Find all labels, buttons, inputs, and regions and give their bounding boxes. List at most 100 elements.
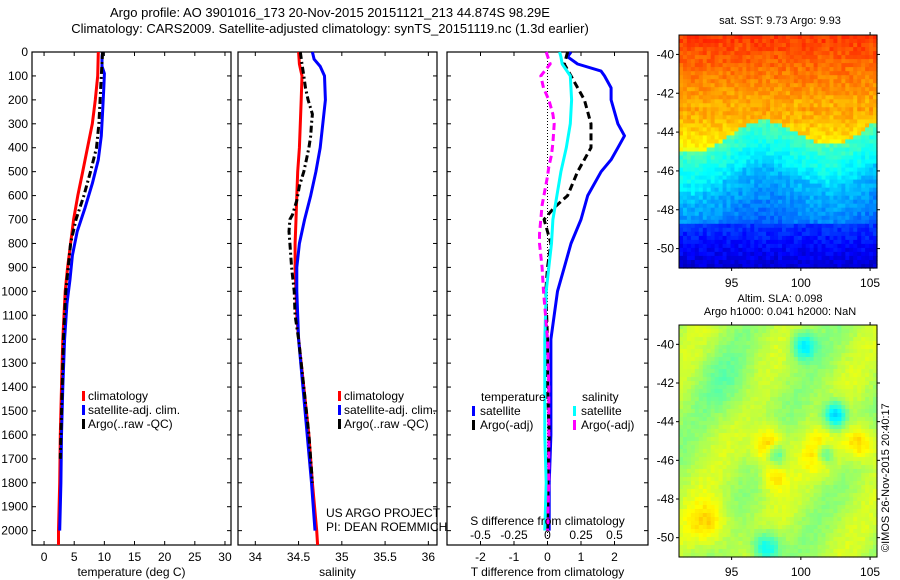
map-cell (774, 207, 779, 213)
map-cell (849, 255, 854, 261)
map-cell (805, 139, 811, 144)
map-cell (853, 127, 858, 132)
map-cell (742, 365, 747, 370)
map-cell (686, 219, 692, 225)
map-cell (758, 227, 763, 233)
map-cell (813, 417, 819, 422)
map-cell (690, 159, 696, 165)
map-cell (702, 369, 708, 374)
map-cell (797, 445, 803, 450)
map-cell (782, 219, 787, 225)
map-cell (829, 195, 835, 201)
map-cell (770, 115, 775, 120)
map-cell (837, 223, 842, 229)
map-cell (845, 405, 850, 410)
map-cell (746, 377, 751, 382)
map-cell (698, 425, 704, 430)
map-cell (853, 365, 858, 370)
map-cell (789, 99, 795, 104)
map-cell (710, 187, 716, 193)
map-cell (714, 55, 720, 60)
map-cell (805, 341, 811, 346)
map-cell (829, 405, 835, 410)
map-cell (710, 87, 716, 92)
map-cell (774, 457, 779, 462)
map-cell (809, 43, 815, 48)
map-cell (762, 139, 767, 144)
map-cell (722, 235, 728, 241)
map-cell (825, 329, 831, 334)
map-cell (726, 135, 732, 140)
map-cell (813, 437, 819, 442)
map-cell (710, 231, 716, 237)
map-cell (683, 223, 688, 229)
map-cell (686, 337, 692, 342)
map-cell (861, 235, 866, 241)
map-cell (710, 123, 716, 128)
map-cell (726, 139, 732, 144)
map-cell (754, 373, 759, 378)
map-cell (865, 465, 870, 470)
map-cell (698, 251, 704, 257)
map-cell (778, 381, 783, 386)
map-cell (809, 79, 815, 84)
map-cell (797, 67, 803, 72)
map-cell (774, 115, 779, 120)
map-cell (710, 239, 716, 245)
map-cell (766, 393, 771, 398)
map-cell (853, 397, 858, 402)
map-cell (738, 377, 743, 382)
map-cell (686, 357, 692, 362)
map-cell (774, 425, 779, 430)
map-cell (714, 405, 720, 410)
map-cell (825, 179, 831, 185)
legend-header-salinity: salinity (582, 390, 619, 404)
map-cell (833, 111, 838, 116)
map-cell (845, 260, 850, 265)
map-cell (758, 429, 763, 434)
map-cell (706, 155, 712, 161)
map-cell (793, 457, 799, 462)
map-cell (702, 163, 708, 169)
map-cell (746, 449, 751, 454)
map-cell (718, 381, 724, 386)
map-cell (683, 103, 688, 108)
map-cell (774, 195, 779, 201)
map-cell (785, 183, 791, 189)
map-cell (809, 87, 815, 92)
map-cell (706, 175, 712, 181)
map-cell (853, 87, 858, 92)
map-cell (722, 325, 728, 330)
map-cell (793, 111, 799, 116)
map-cell (837, 235, 842, 241)
map-cell (789, 199, 795, 205)
map-cell (837, 461, 842, 466)
map-cell (778, 377, 783, 382)
map-cell (853, 437, 858, 442)
legend-swatch (338, 419, 341, 429)
map-cell (686, 35, 692, 40)
map-cell (861, 389, 866, 394)
map-cell (683, 67, 688, 72)
map-cell (793, 131, 799, 136)
map-cell (762, 405, 767, 410)
map-cell (686, 461, 692, 466)
map-cell (694, 365, 700, 370)
map-cell (698, 457, 704, 462)
map-cell (706, 95, 712, 100)
map-cell (797, 171, 803, 177)
map-cell (841, 353, 846, 358)
map-cell (805, 349, 811, 354)
map-cell (789, 413, 795, 418)
map-cell (789, 167, 795, 173)
map-cell (762, 247, 767, 253)
map-cell (857, 159, 862, 165)
map-cell (817, 413, 823, 418)
map-cell (738, 264, 743, 269)
map-cell (714, 179, 720, 185)
map-cell (679, 353, 684, 358)
map-cell (679, 135, 684, 140)
map-cell (698, 207, 704, 213)
map-cell (861, 35, 866, 40)
map-cell (746, 203, 751, 209)
